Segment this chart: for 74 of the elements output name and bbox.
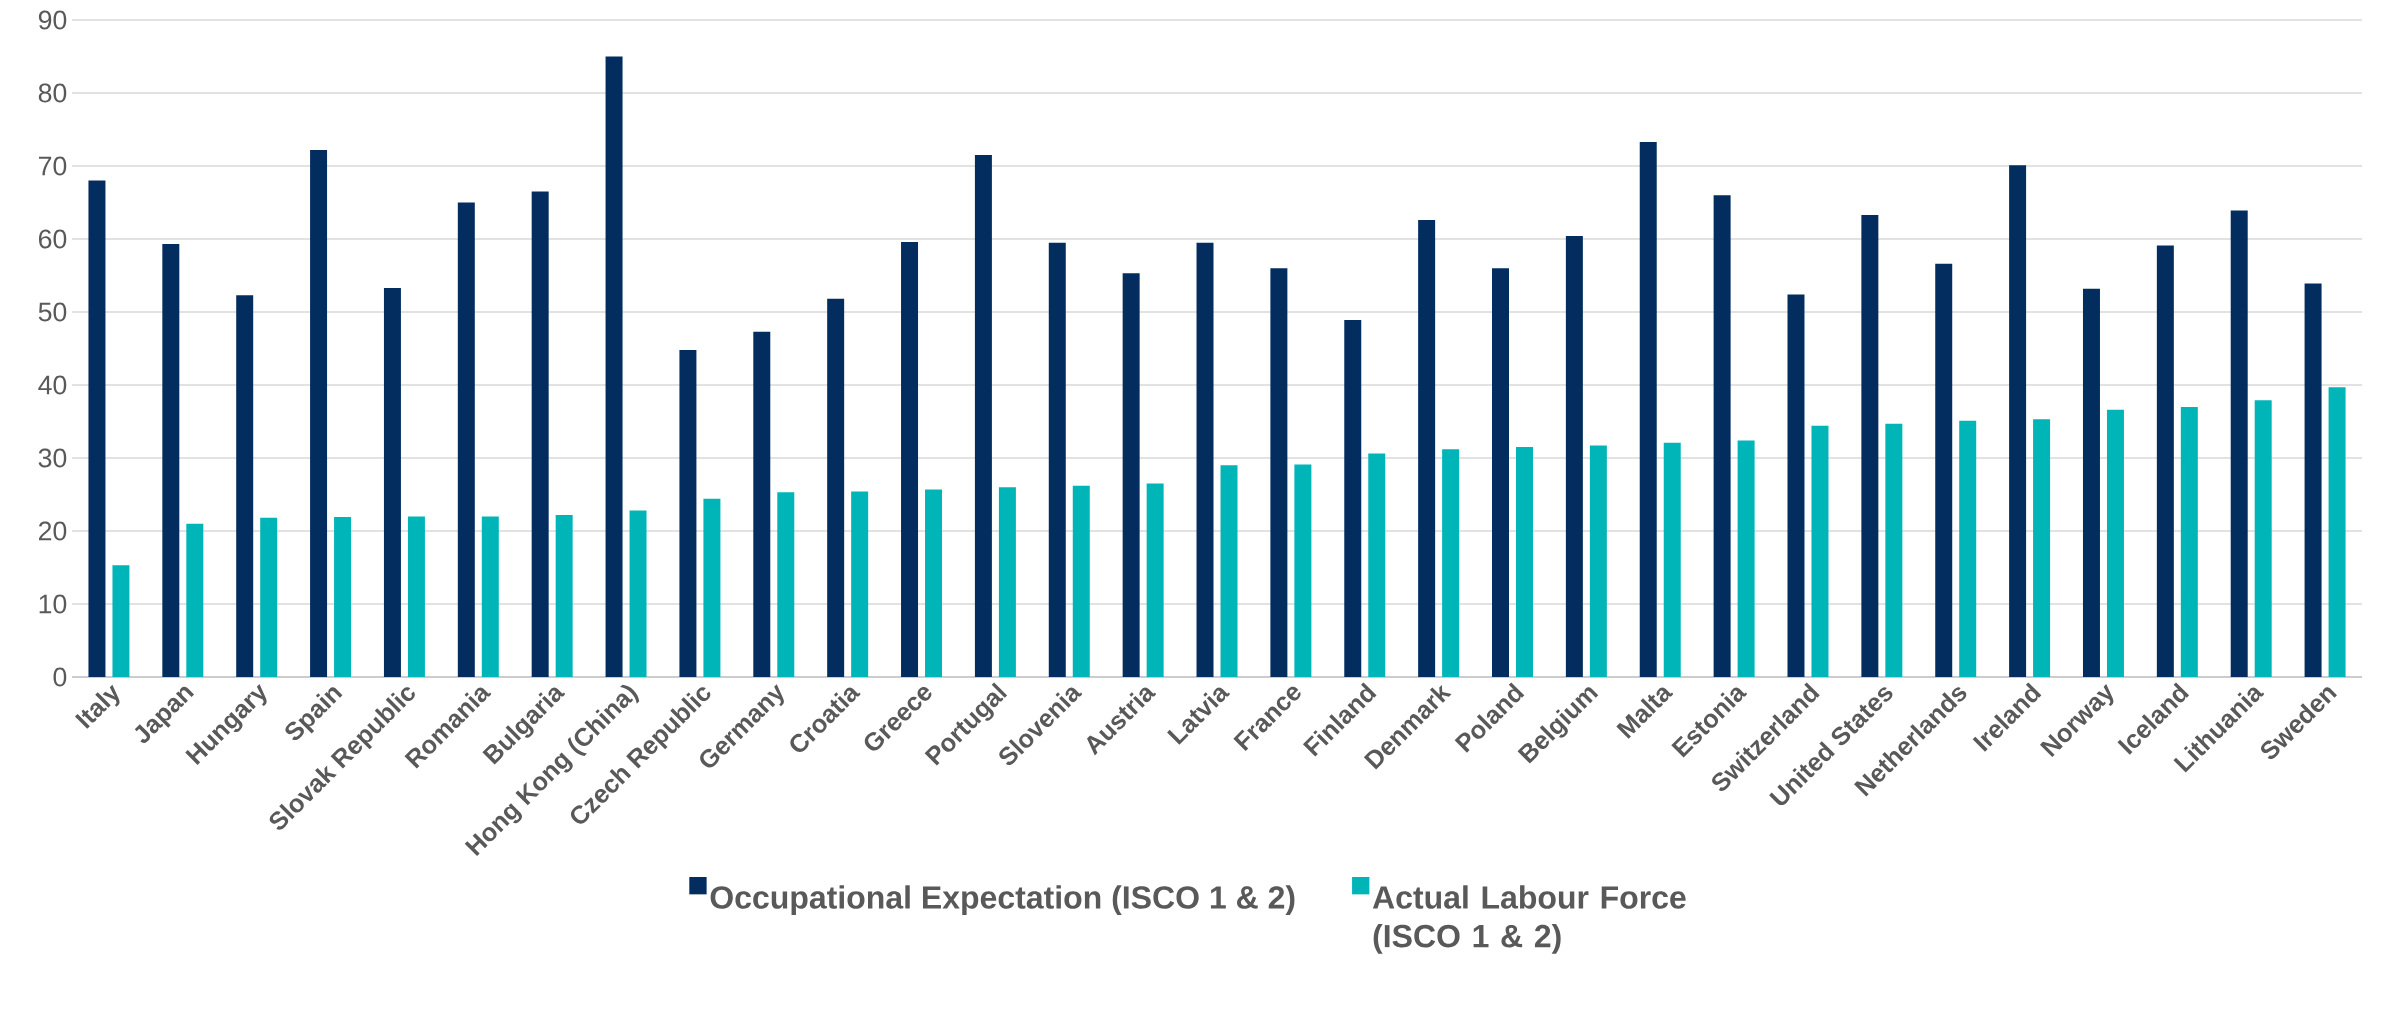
bar <box>1270 268 1288 677</box>
bar <box>925 489 943 677</box>
legend-label: Actual Labour Force (ISCO 1 & 2) <box>1372 885 1686 954</box>
bar <box>605 56 623 677</box>
bar <box>481 516 499 677</box>
bar <box>2033 419 2051 677</box>
bar <box>2328 387 2346 677</box>
bar <box>2106 409 2124 677</box>
bar <box>901 241 919 677</box>
legend-label: Occupational Expectation (ISCO 1 & 2) <box>710 885 1295 916</box>
bar <box>260 517 278 677</box>
y-tick-label: 50 <box>38 302 67 322</box>
bar <box>407 516 425 677</box>
bar <box>1294 464 1312 677</box>
y-tick-label: 10 <box>39 594 67 614</box>
bar <box>998 487 1016 677</box>
bar <box>112 565 130 677</box>
bar <box>334 517 352 677</box>
y-tick-label: 0 <box>53 667 67 687</box>
y-tick-label: 30 <box>38 448 67 468</box>
bar <box>1861 214 1879 677</box>
y-tick-label: 40 <box>38 375 67 395</box>
bar <box>555 514 573 677</box>
bar <box>1565 236 1583 677</box>
bar <box>1442 449 1460 677</box>
bar <box>2082 288 2100 677</box>
bar <box>186 523 204 677</box>
bar <box>827 298 845 677</box>
y-tick-label: 70 <box>39 156 67 176</box>
bar <box>2009 165 2027 677</box>
bar <box>1368 453 1386 677</box>
bar <box>1220 465 1238 677</box>
bar <box>236 295 254 677</box>
bar <box>2156 245 2174 677</box>
bar <box>2230 210 2248 677</box>
bar <box>383 287 401 677</box>
bar <box>1146 483 1164 677</box>
bar <box>1072 485 1090 677</box>
y-tick-label: 80 <box>38 83 67 103</box>
bar <box>703 498 721 677</box>
bar <box>974 155 992 677</box>
bar <box>1516 447 1533 677</box>
bar <box>1492 268 1509 677</box>
bar <box>1959 420 1977 677</box>
bar <box>1344 320 1362 677</box>
bar <box>1811 425 1829 677</box>
bar <box>1737 440 1755 677</box>
bar <box>1418 220 1436 677</box>
bar <box>753 331 771 677</box>
bar <box>162 244 180 677</box>
bar <box>1713 195 1731 677</box>
bar <box>2254 400 2272 677</box>
bar <box>2180 406 2198 677</box>
bar <box>1048 242 1066 677</box>
y-tick-label: 20 <box>38 521 67 541</box>
bar <box>310 149 328 677</box>
bar <box>2304 283 2322 677</box>
bar <box>679 349 697 677</box>
bar <box>1935 263 1953 677</box>
bar <box>1885 423 1903 677</box>
bar <box>1663 442 1681 677</box>
bar <box>1639 141 1657 677</box>
bar <box>851 491 869 677</box>
y-tick-label: 60 <box>39 229 67 249</box>
bar <box>1122 273 1140 677</box>
bar <box>1589 445 1607 677</box>
bar <box>629 510 647 677</box>
bar <box>777 492 795 677</box>
bar <box>1787 294 1805 677</box>
bar <box>1196 242 1214 677</box>
bar <box>457 202 475 677</box>
y-tick-label: 90 <box>38 10 67 30</box>
bar <box>88 180 106 677</box>
bar <box>531 191 549 677</box>
